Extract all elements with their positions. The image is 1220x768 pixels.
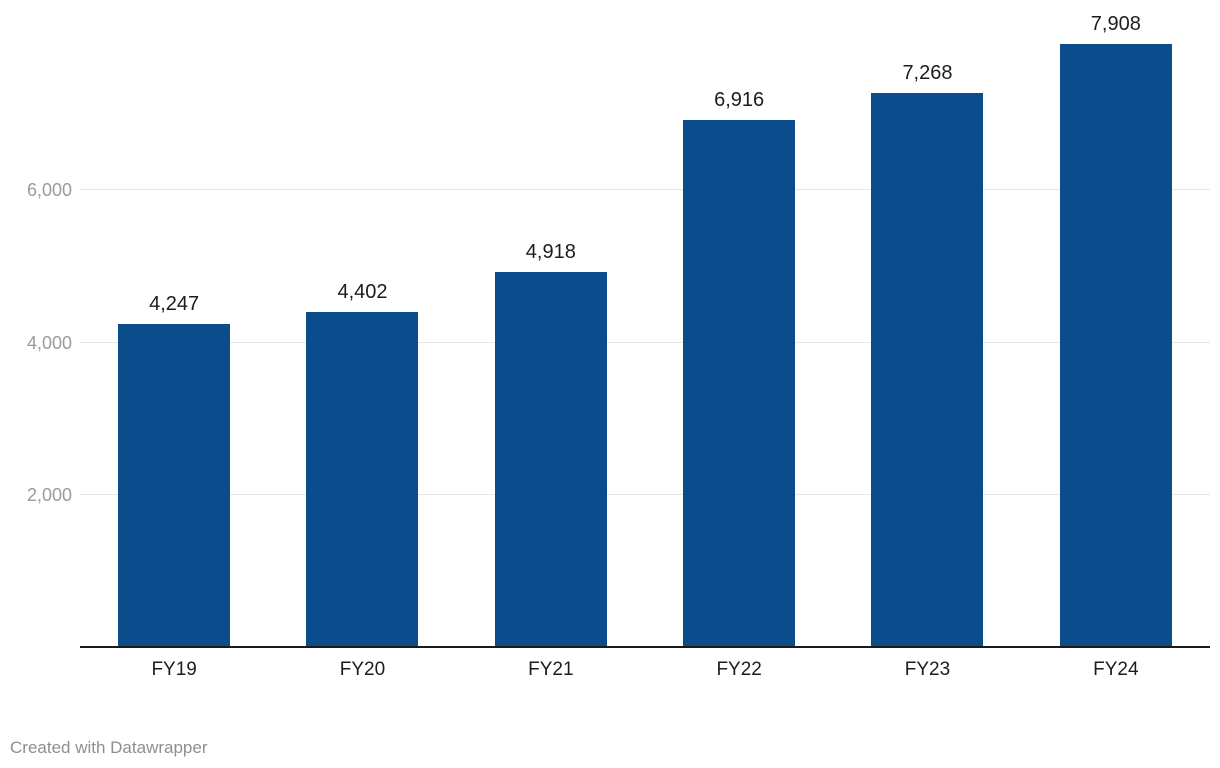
bar-value-label: 4,247: [149, 292, 200, 315]
bar: [871, 92, 984, 648]
x-axis-line: [80, 646, 1210, 648]
bars: 4,247 4,402 4,918 6,916 7,268 7,908: [80, 0, 1210, 648]
bar: [683, 119, 796, 648]
gridline: [80, 188, 1210, 190]
bar: [494, 272, 607, 648]
y-tick-label: 2,000: [26, 485, 72, 506]
bar-column: 4,918: [457, 240, 645, 648]
bar-value-label: 4,918: [525, 241, 576, 264]
gridline: [80, 341, 1210, 343]
bar-column: 7,908: [1022, 12, 1210, 648]
grid-layer: [80, 0, 1210, 648]
bar-column: 4,247: [80, 292, 268, 648]
bar-column: 4,402: [268, 280, 456, 648]
gridline: [80, 494, 1210, 496]
x-axis-label: FY24: [1093, 659, 1139, 680]
bar-value-label: 4,402: [337, 280, 388, 303]
bar: [306, 311, 419, 648]
x-axis-labels: FY19 FY20 FY21 FY22 FY23 FY24: [80, 658, 1210, 682]
x-axis-label: FY20: [339, 659, 386, 680]
bar: [118, 323, 231, 648]
bar-value-label: 6,916: [714, 88, 765, 111]
credit-line: Created with Datawrapper: [10, 738, 208, 757]
y-tick-label: 6,000: [26, 179, 72, 200]
bar-column: 6,916: [645, 88, 833, 648]
x-axis-label: FY22: [716, 659, 762, 680]
plot-area: 4,247 4,402 4,918 6,916 7,268 7,908: [80, 0, 1210, 648]
y-tick-label: 4,000: [26, 332, 72, 353]
y-axis: 2,000 4,000 6,000: [0, 0, 72, 648]
bar-column: 7,268: [833, 61, 1021, 648]
bar: [1059, 44, 1172, 648]
bar-value-label: 7,268: [902, 61, 953, 84]
x-axis-label: FY19: [151, 659, 197, 680]
bar-value-label: 7,908: [1090, 13, 1141, 35]
x-axis-label: FY21: [528, 659, 574, 680]
x-axis-label: FY23: [904, 659, 951, 680]
